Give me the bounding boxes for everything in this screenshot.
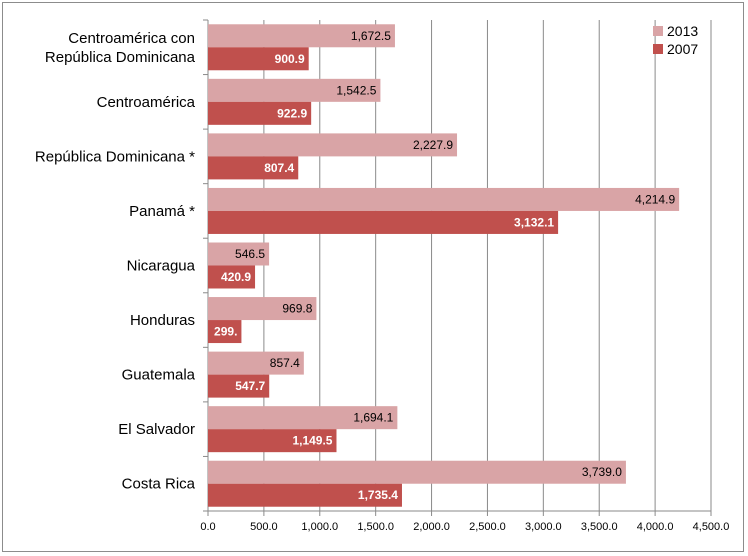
data-label-2013: 1,694.1 — [353, 411, 393, 425]
x-tick-label: 1,500.0 — [357, 521, 394, 533]
legend-swatch-2013 — [653, 26, 663, 36]
x-tick-label: 0.0 — [200, 521, 215, 533]
data-label-2007: 3,132.1 — [514, 215, 554, 229]
data-label-2007: 922.9 — [277, 106, 307, 120]
data-label-2007: 807.4 — [264, 161, 294, 175]
bar-2007 — [208, 265, 256, 289]
data-label-2013: 546.5 — [235, 247, 265, 261]
data-label-2007: 420.9 — [221, 270, 251, 284]
x-tick-label: 3,000.0 — [525, 521, 562, 533]
data-label-2007: 299. — [214, 325, 237, 339]
x-tick-label: 1,000.0 — [301, 521, 338, 533]
bar-2007 — [208, 483, 402, 507]
data-label-2013: 1,672.5 — [351, 29, 391, 43]
bar-2007 — [208, 101, 312, 125]
legend-label-2007: 2007 — [667, 41, 698, 57]
data-label-2013: 969.8 — [282, 302, 312, 316]
bar-2013 — [208, 406, 398, 430]
x-tick-label: 2,000.0 — [413, 521, 450, 533]
x-tick-label: 3,500.0 — [581, 521, 618, 533]
x-tick-label: 4,500.0 — [693, 521, 730, 533]
bar-2013 — [208, 297, 317, 321]
bar-2013 — [208, 351, 304, 375]
bar-2013 — [208, 78, 381, 102]
category-label: Centroamérica — [97, 94, 196, 111]
bar-2013 — [208, 133, 458, 157]
data-label-2013: 4,214.9 — [635, 192, 675, 206]
bar-2007 — [208, 210, 559, 234]
data-label-2007: 900.9 — [275, 52, 305, 66]
bar-2007 — [208, 47, 309, 71]
bar-2007 — [208, 429, 337, 453]
bar-2007 — [208, 374, 270, 398]
data-label-2007: 1,149.5 — [292, 434, 332, 448]
data-label-2013: 2,227.9 — [413, 138, 453, 152]
data-label-2013: 857.4 — [270, 356, 300, 370]
category-label: Centroamérica con — [68, 30, 195, 47]
legend-swatch-2007 — [653, 44, 663, 54]
x-tick-label: 500.0 — [250, 521, 278, 533]
category-label: República Dominicana * — [35, 148, 195, 165]
bar-2013 — [208, 24, 395, 48]
x-tick-label: 4,000.0 — [637, 521, 674, 533]
bar-2007 — [208, 320, 242, 344]
category-label: República Dominicana — [45, 49, 196, 66]
data-label-2007: 547.7 — [235, 379, 265, 393]
bar-2013 — [208, 187, 680, 211]
legend-label-2013: 2013 — [667, 23, 698, 39]
data-label-2013: 3,739.0 — [582, 465, 622, 479]
bar-2013 — [208, 460, 626, 484]
data-label-2007: 1,735.4 — [358, 488, 398, 502]
bar-2007 — [208, 156, 299, 180]
category-label: El Salvador — [118, 421, 195, 438]
data-label-2013: 1,542.5 — [336, 83, 376, 97]
category-label: Costa Rica — [122, 476, 196, 493]
category-label: Panamá * — [129, 203, 195, 220]
category-label: Honduras — [130, 312, 195, 329]
category-label: Guatemala — [122, 367, 196, 384]
bar-chart: 0.0 500.0 1,000.0 1,500.0 2,000.0 2,500.0 3,00… — [35, 19, 730, 533]
x-tick-label: 2,500.0 — [469, 521, 506, 533]
bar-2013 — [208, 242, 270, 266]
category-label: Nicaragua — [127, 258, 196, 275]
